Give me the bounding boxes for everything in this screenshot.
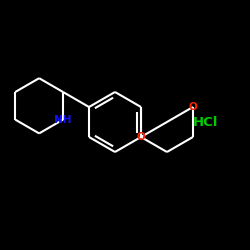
Text: NH: NH [54, 114, 72, 124]
Text: HCl: HCl [192, 116, 218, 128]
Text: O: O [136, 132, 145, 142]
Text: O: O [188, 102, 197, 112]
